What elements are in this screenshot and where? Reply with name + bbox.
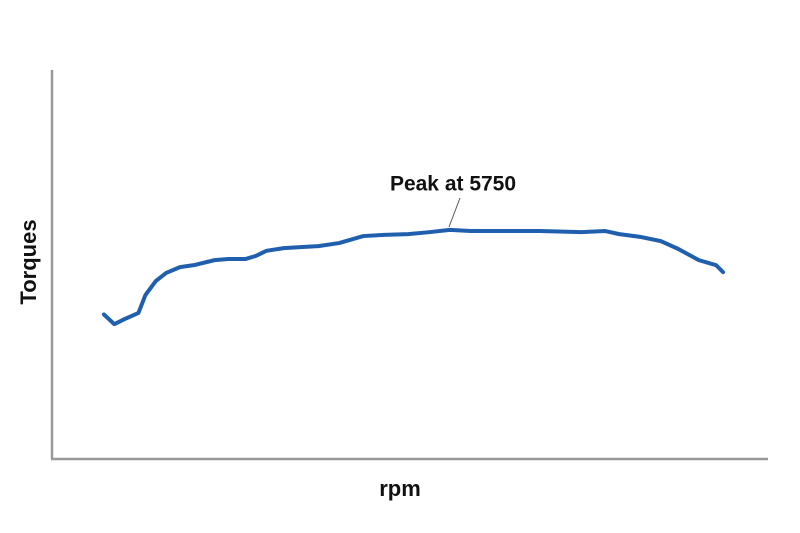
annotation: Peak at 5750 xyxy=(390,173,516,196)
x-axis-label: rpm xyxy=(379,476,421,501)
y-axis-label: Torques xyxy=(16,219,41,304)
annotation-leader xyxy=(448,197,461,228)
data-line xyxy=(101,227,726,327)
